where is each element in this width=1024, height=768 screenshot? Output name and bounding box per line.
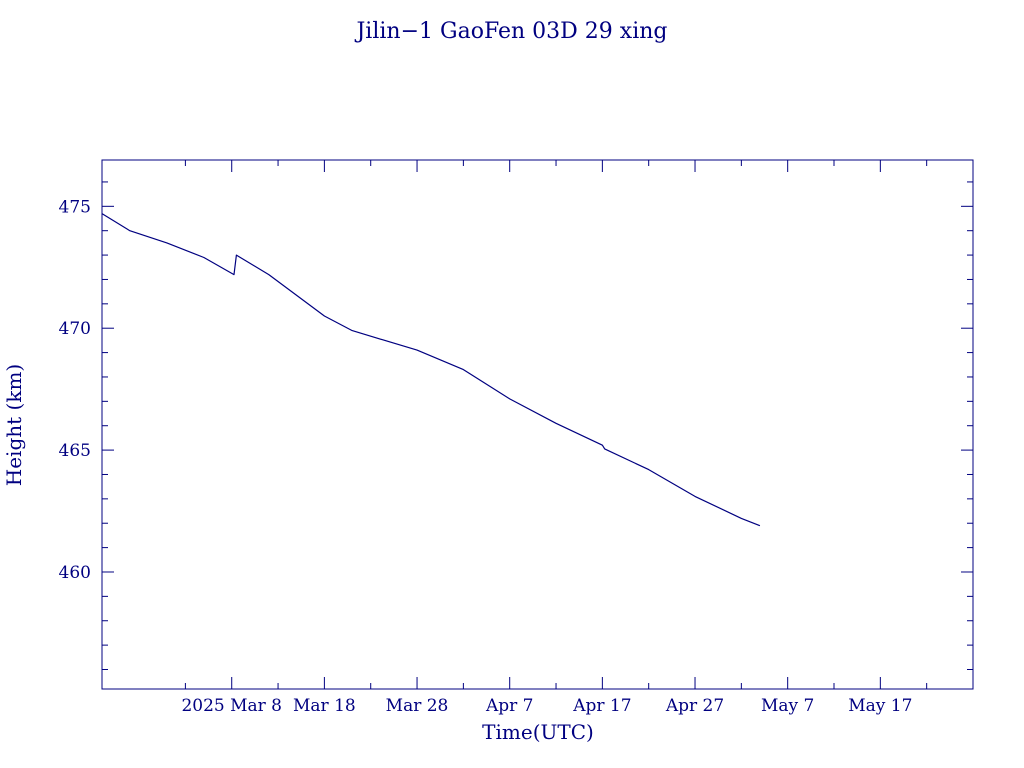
data-series	[101, 213, 761, 527]
x-tick-label: Mar 18	[293, 696, 356, 716]
tick-marks	[102, 160, 973, 689]
x-axis-label: Time(UTC)	[482, 720, 594, 744]
y-tick-label: 465	[59, 441, 91, 461]
y-tick-label: 460	[59, 563, 91, 583]
height-series-line	[101, 213, 761, 527]
y-tick-label: 475	[59, 197, 91, 217]
chart-title: Jilin−1 GaoFen 03D 29 xing	[354, 19, 667, 44]
y-tick-label: 470	[59, 319, 91, 339]
x-tick-label: Apr 27	[665, 696, 724, 716]
x-tick-label: May 7	[761, 696, 814, 716]
tick-labels: 2025 Mar 8 Mar 18 Mar 28 Apr 7 Apr 17 Apr 27 M…	[59, 197, 913, 716]
plot-frame	[101, 159, 974, 690]
axes	[101, 159, 974, 690]
x-tick-label: Mar 28	[386, 696, 449, 716]
x-tick-label: Apr 17	[572, 696, 631, 716]
x-tick-label: Apr 7	[485, 696, 534, 716]
y-axis-label: Height (km)	[2, 364, 26, 486]
x-tick-label: May 17	[848, 696, 912, 716]
x-tick-label: 2025 Mar 8	[181, 696, 282, 716]
